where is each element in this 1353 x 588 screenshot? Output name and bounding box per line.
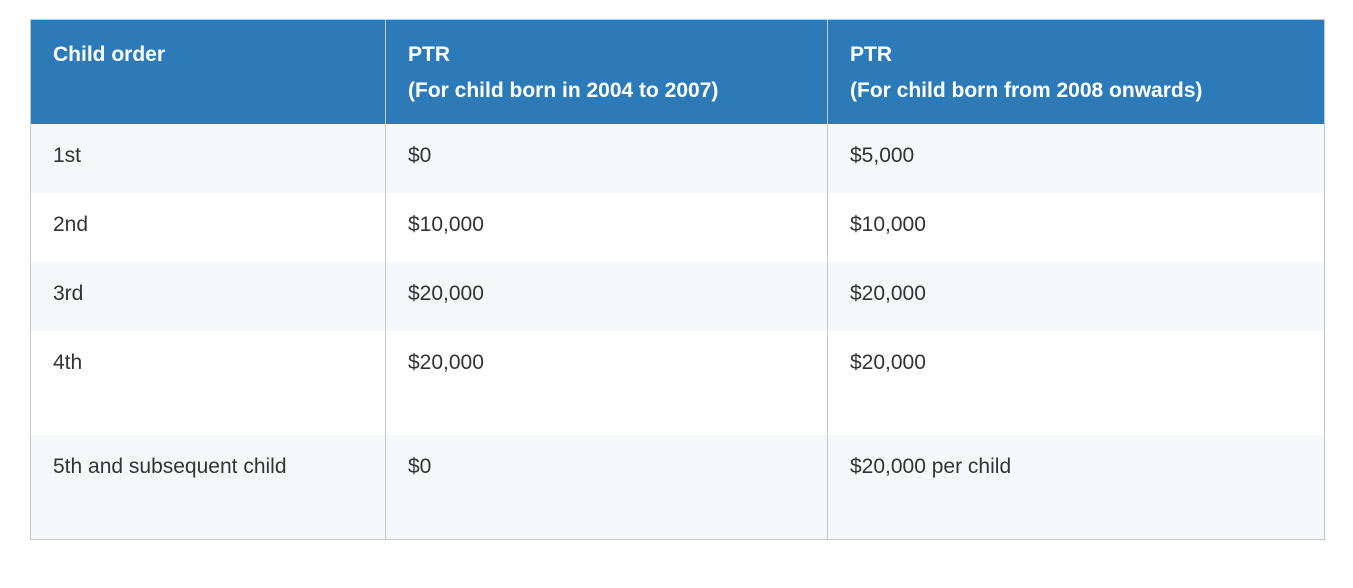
cell-child-order: 1st: [30, 124, 386, 193]
cell-ptr-2004-2007: $0: [385, 435, 828, 540]
table-row: 2nd $10,000 $10,000: [30, 193, 1325, 262]
cell-child-order: 4th: [30, 331, 386, 435]
cell-ptr-2008-onwards: $20,000: [850, 282, 926, 305]
cell-ptr-2004-2007: $20,000: [385, 262, 828, 331]
header-child-order: Child order: [30, 19, 386, 124]
cell-ptr-2008-onwards: $20,000: [850, 351, 926, 374]
cell-child-order: 5th and subsequent child: [30, 435, 386, 540]
cell-ptr-2008-onwards: $20,000 per child: [850, 455, 1012, 478]
table-row: 4th $20,000 $20,000: [30, 331, 1325, 435]
table-row: 3rd $20,000 $20,000: [30, 262, 1325, 331]
cell-child-order: 3rd: [30, 262, 386, 331]
header-sublabel: (For child born in 2004 to 2007): [408, 79, 719, 102]
table-row: 1st $0 $5,000: [30, 124, 1325, 193]
header-row: Child order PTR (For child born in 2004 …: [30, 19, 1325, 124]
header-ptr-2008-onwards: PTR (For child born from 2008 onwards): [827, 19, 1325, 124]
cell-ptr-2004-2007: $0: [385, 124, 828, 193]
ptr-table: Child order PTR (For child born in 2004 …: [30, 19, 1325, 540]
cell-ptr-2004-2007: $20,000: [385, 331, 828, 435]
table-header: Child order PTR (For child born in 2004 …: [30, 19, 1325, 124]
cell-ptr-2004-2007: $10,000: [385, 193, 828, 262]
table-row: 5th and subsequent child $0 $20,000 per …: [30, 435, 1325, 540]
table-body: 1st $0 $5,000 2nd $10,000 $10,000 3rd $2…: [30, 124, 1325, 540]
cell-ptr-2008-onwards: $10,000: [850, 213, 926, 236]
header-label: PTR: [408, 43, 450, 66]
cell-ptr-2008-onwards: $5,000: [850, 144, 915, 167]
table-container: Child order PTR (For child born in 2004 …: [30, 19, 1325, 540]
header-sublabel: (For child born from 2008 onwards): [850, 79, 1203, 102]
header-label: Child order: [53, 43, 166, 66]
cell-child-order: 2nd: [30, 193, 386, 262]
header-ptr-2004-2007: PTR (For child born in 2004 to 2007): [385, 19, 828, 124]
header-label: PTR: [850, 43, 892, 66]
